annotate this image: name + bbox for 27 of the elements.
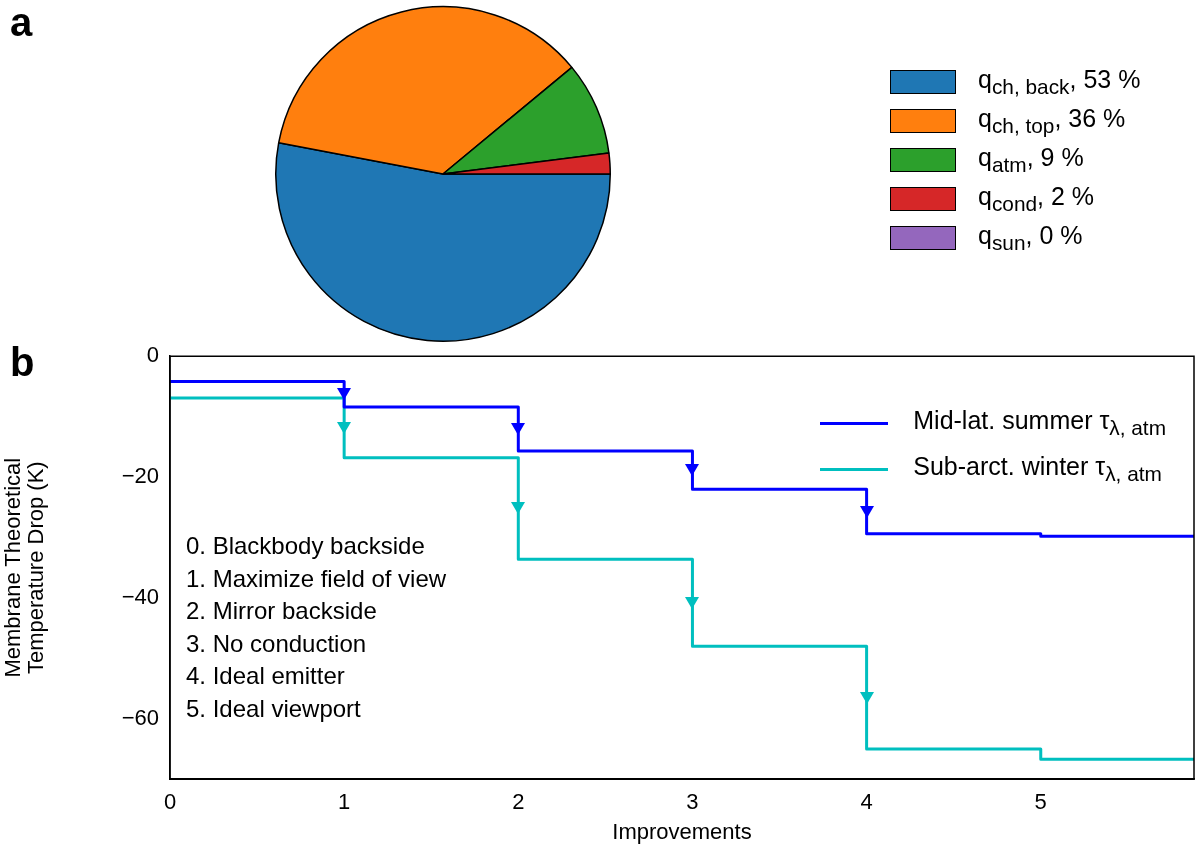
annotation: 5. Ideal viewport: [186, 693, 362, 724]
x-tick-label: 3: [686, 789, 699, 815]
legend-label: q$_{cond}$, 2 %: [978, 181, 1095, 216]
x-tick-label: 1: [338, 789, 351, 815]
legend-label: q$_{ch, back}$, 53 %: [978, 64, 1141, 99]
x-tick-label: 0: [163, 789, 177, 815]
annotation: 2. Mirror backside: [186, 596, 378, 626]
x-tick-label: 4: [860, 789, 873, 815]
annotation: 4. Ideal emitter: [186, 661, 346, 691]
x-tick-label: 5: [1034, 789, 1047, 815]
annotation: 1. Maximize field of view: [186, 563, 447, 594]
x-tick-label: 2: [512, 789, 525, 815]
annotation: 0. Blackbody backside: [186, 531, 426, 561]
chart-title: b: [10, 340, 35, 385]
legend-label: q$_{ch, top}$, 36 %: [978, 103, 1126, 138]
y-axis-title: Membrane Theoretical Temperature Drop (K): [0, 457, 48, 678]
legend-label: Sub-arct. winter τ$_{λ, atm}$: [913, 452, 1162, 486]
y-tick-label: −40: [121, 583, 159, 609]
legend-label: q$_{atm}$, 9 %: [978, 142, 1084, 177]
y-tick-label: −60: [121, 704, 159, 730]
chart-title: a: [10, 0, 33, 45]
annotation: 3. No conduction: [186, 628, 368, 659]
legend-label: q$_{sun}$, 0 %: [978, 220, 1083, 255]
y-tick-label: 0: [146, 342, 159, 368]
y-tick-label: −20: [121, 463, 159, 489]
legend-label: Mid-lat. summer τ$_{λ, atm}$: [913, 406, 1166, 440]
x-axis-title: Improvements: [612, 818, 752, 844]
